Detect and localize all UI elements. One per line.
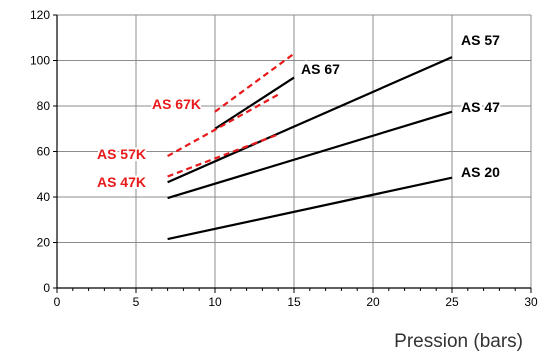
series-line-as-57k: [167, 93, 279, 158]
series-line-as-67k: [214, 52, 295, 113]
series-line-as-57: [167, 56, 453, 184]
series-labels: AS 20 AS 47 AS 57 AS 67 AS 47K AS 57K AS 67K: [95, 30, 502, 192]
x-axis-label: Pression (bars): [394, 331, 523, 352]
x-tick-label-20: 20: [366, 295, 380, 309]
y-tick-label-120: 120: [30, 8, 50, 22]
series-label-as-67: AS 67: [301, 61, 340, 77]
series-label-as-67k: AS 67K: [152, 96, 201, 112]
x-tick-label-5: 5: [133, 295, 140, 309]
series-label-as-47: AS 47: [461, 99, 500, 115]
x-tick-label-0: 0: [54, 295, 61, 309]
series-label-as-57: AS 57: [461, 32, 500, 48]
grid: [57, 14, 532, 288]
series-line-as-67: [214, 76, 295, 130]
y-tick-label-40: 40: [37, 190, 51, 204]
tick-labels: 0 5 10 15 20 25 30 0 20 40 60 80 100 120: [30, 8, 538, 309]
series-line-as-20: [167, 176, 453, 241]
y-tick-label-0: 0: [43, 281, 50, 295]
series-lines: [167, 52, 453, 241]
axes: [53, 14, 532, 293]
y-tick-label-80: 80: [37, 99, 51, 113]
series-line-as-47: [167, 110, 453, 200]
x-tick-label-15: 15: [287, 295, 301, 309]
series-label-as-20: AS 20: [461, 164, 500, 180]
x-tick-label-10: 10: [208, 295, 222, 309]
y-tick-label-20: 20: [37, 236, 51, 250]
y-tick-label-100: 100: [30, 54, 50, 68]
series-label-as-47k: AS 47K: [97, 174, 146, 190]
x-tick-label-25: 25: [445, 295, 459, 309]
x-tick-label-30: 30: [524, 295, 538, 309]
series-label-as-57k: AS 57K: [97, 146, 146, 162]
y-tick-label-60: 60: [37, 145, 51, 159]
